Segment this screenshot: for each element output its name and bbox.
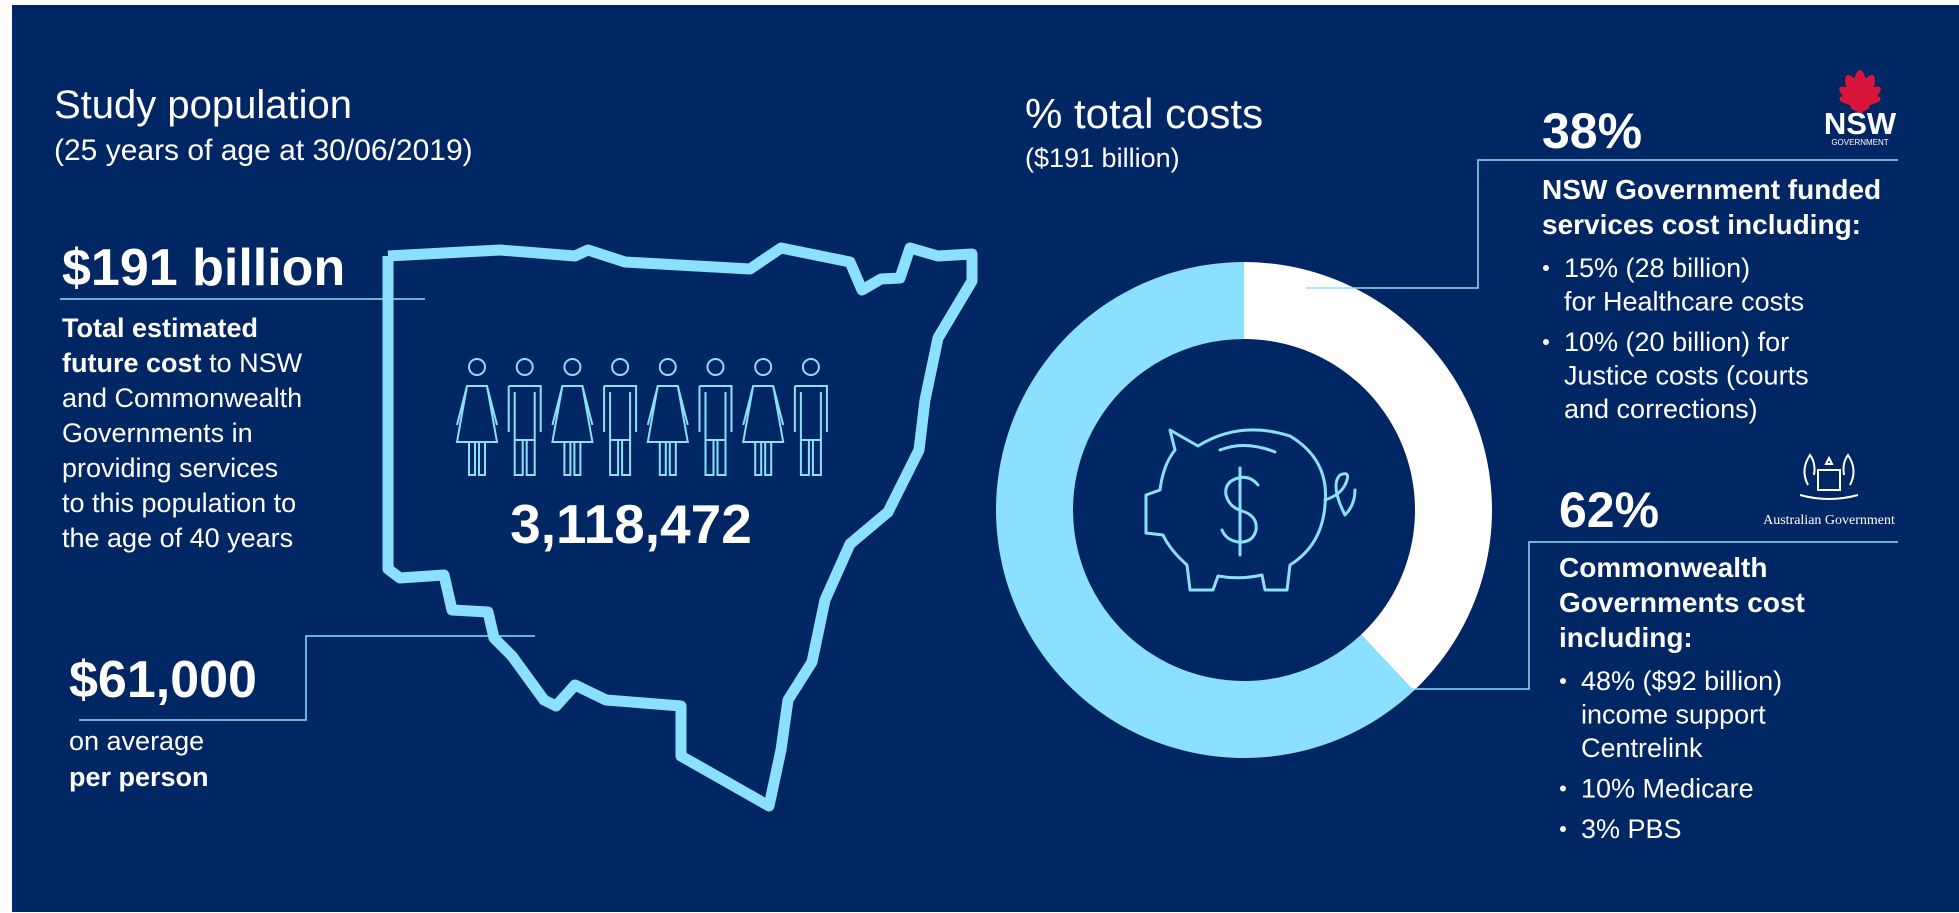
bullet-text: Centrelink [1581,733,1703,763]
average-cost: $61,000 [69,651,257,709]
person-body [507,385,542,441]
person-icon [455,358,499,476]
person-body [551,385,594,443]
person-legs [609,440,632,476]
person-head [468,358,486,376]
donut-segment [1244,262,1492,691]
australian-logo-text: Australian Government [1763,513,1895,528]
person-head [706,358,725,376]
person-icon [698,358,733,476]
person-head [515,358,534,376]
bullet-text: income support [1581,700,1766,730]
person-icon [646,358,689,476]
text-segment: Total estimated [62,313,258,343]
person-head [754,358,773,376]
person-body [698,385,733,441]
text-segment: future cost [62,348,202,378]
text-segment: providing services [62,453,278,483]
person-legs [468,442,486,476]
donut-segment [995,262,1414,758]
paragraph-line: per person [69,762,209,792]
bullet-text: 48% ($92 billion) [1581,666,1782,696]
piggy-body [1144,428,1328,592]
person-legs [563,442,582,476]
person-legs [704,440,727,476]
connector-line [79,635,535,721]
dollar-sign [1220,466,1260,557]
paragraph-line: Governments in [62,418,253,448]
background [12,5,1959,912]
person-legs [754,442,773,476]
paragraph-line: to this population to [62,488,296,518]
panel-heading: including: [1559,622,1693,653]
paragraph-line: providing services [62,453,278,483]
nsw-logo-subtext: GOVERNMENT [1831,138,1888,147]
connector-line [1325,541,1898,690]
text-segment: Governments in [62,418,253,448]
section-subtitle: (25 years of age at 30/06/2019) [54,134,473,167]
paragraph-line: on average [69,726,204,756]
person-legs [799,440,822,476]
panel-heading: Commonwealth [1559,552,1767,583]
person-head [611,358,630,376]
person-body [742,385,785,443]
bullet-text: 10% (20 billion) for [1564,327,1789,357]
percentage-label: 62% [1559,482,1659,538]
text-segment: and Commonwealth [62,383,302,413]
text-segment: the age of 40 years [62,523,293,553]
australian-crest [1799,453,1859,500]
percentage-label: 38% [1542,103,1642,159]
panel-heading: services cost including: [1542,209,1861,240]
bullet-dot [1543,265,1549,271]
bullet-dot [1560,826,1566,832]
nsw-map-outline [382,242,978,812]
chart-title: % total costs [1025,90,1263,137]
text-segment: per person [69,762,209,792]
bullet-text: 3% PBS [1581,814,1682,844]
bullet-text: 10% Medicare [1581,774,1754,804]
piggy-tail [1323,472,1357,517]
person-body [603,385,638,441]
nsw-logo [1839,70,1881,114]
person-icon [551,358,594,476]
bullet-text: 15% (28 billion) [1564,253,1750,283]
paragraph-line: Total estimated [62,313,258,343]
person-body [646,385,689,443]
person-body [455,385,499,443]
bullet-text: for Healthcare costs [1564,287,1804,317]
person-icon [742,358,785,476]
person-icon [603,358,638,476]
person-head [801,358,820,376]
bullet-dot [1543,339,1549,345]
paragraph-line: and Commonwealth [62,383,302,413]
connector-line [1306,159,1898,289]
person-icon [793,358,828,476]
person-head [563,358,582,376]
piggy-slot [1218,444,1277,454]
chart-subtitle: ($191 billion) [1025,143,1180,173]
section-title: Study population [54,83,352,127]
piggy-bank-icon [1144,428,1357,592]
panel-heading: Governments cost [1559,587,1805,618]
person-head [658,358,677,376]
bullet-dot [1560,678,1566,684]
person-legs [513,440,536,476]
panel-heading: NSW Government funded [1542,174,1881,205]
bullet-text: Justice costs (courts [1564,361,1809,391]
text-segment: to NSW [209,348,303,378]
nsw-logo-text: NSW [1824,106,1897,141]
bullet-dot [1560,785,1566,792]
population-count: 3,118,472 [510,493,752,555]
person-legs [658,442,677,476]
person-icon [507,358,542,476]
text-segment: to this population to [62,488,296,518]
paragraph-line: future cost to NSW [62,348,303,378]
person-body [793,385,828,441]
text-segment: on average [69,726,204,756]
total-cost: $191 billion [62,239,345,297]
bullet-text: and corrections) [1564,394,1758,424]
paragraph-line: the age of 40 years [62,523,293,553]
